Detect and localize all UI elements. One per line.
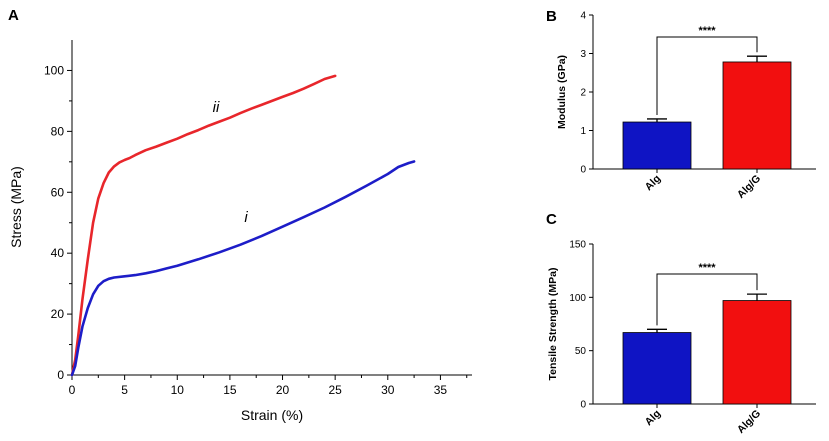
x-tick-label: 0 — [69, 383, 76, 397]
y-tick-label: 0 — [580, 165, 586, 176]
y-tick-label: 2 — [580, 88, 586, 99]
bar-alg — [622, 121, 692, 170]
category-label: Alg — [643, 173, 663, 193]
y-tick-label: 20 — [51, 307, 65, 321]
x-tick-label: 15 — [223, 383, 237, 397]
series-line-ii — [70, 74, 337, 377]
bar-alg-g — [722, 300, 792, 405]
y-tick-label: 40 — [51, 246, 65, 260]
y-tick-label: 0 — [57, 368, 64, 382]
category-label: Alg/G — [735, 173, 763, 201]
y-tick-label: 1 — [580, 126, 586, 137]
y-tick-label: 100 — [44, 63, 64, 77]
curve-label-ii: ii — [213, 99, 220, 116]
bar-alg — [622, 332, 692, 405]
panel-b-bar-chart: 0 1 2 3 4 Alg Alg/G **** Modulus (GPa) — [556, 11, 816, 201]
category-label: Alg/G — [735, 408, 763, 436]
series-line-i — [70, 160, 416, 377]
y-tick-label: 50 — [575, 346, 587, 357]
significance-bracket — [656, 36, 758, 115]
x-tick-label: 35 — [434, 383, 448, 397]
category-label: Alg — [643, 408, 663, 428]
significance-stars: **** — [698, 25, 716, 37]
panel-letter-b: B — [546, 8, 557, 25]
significance-stars: **** — [698, 262, 716, 274]
panel-letter-a: A — [8, 7, 19, 24]
y-tick-label: 80 — [51, 124, 65, 138]
y-tick-label: 3 — [580, 49, 586, 60]
x-tick-label: 10 — [171, 383, 185, 397]
bar-alg-g — [722, 61, 792, 170]
y-tick-label: 60 — [51, 185, 65, 199]
y-tick-label: 0 — [580, 400, 586, 411]
significance-bracket — [656, 273, 758, 326]
x-tick-label: 25 — [328, 383, 342, 397]
y-tick-label: 4 — [580, 11, 586, 22]
panel-a-x-axis-label: Strain (%) — [241, 407, 303, 423]
panel-b-y-axis-label: Modulus (GPa) — [556, 55, 568, 129]
panel-c-bar-chart: 0 50 100 150 Alg Alg/G **** Tensile Strength … — [547, 240, 816, 436]
panel-a-line-chart: 0 5 10 15 20 25 30 35 0 20 40 60 80 100 Strain (%) St… — [8, 40, 472, 423]
x-tick-label: 5 — [121, 383, 128, 397]
panel-a-y-axis-label: Stress (MPa) — [8, 166, 24, 248]
y-tick-label: 100 — [569, 293, 586, 304]
panel-c-y-axis-label: Tensile Strength (MPa) — [547, 268, 559, 381]
panel-letter-c: C — [546, 211, 557, 228]
x-tick-label: 20 — [276, 383, 290, 397]
curve-label-i: i — [244, 209, 248, 226]
y-tick-label: 150 — [569, 240, 586, 251]
x-tick-label: 30 — [381, 383, 395, 397]
